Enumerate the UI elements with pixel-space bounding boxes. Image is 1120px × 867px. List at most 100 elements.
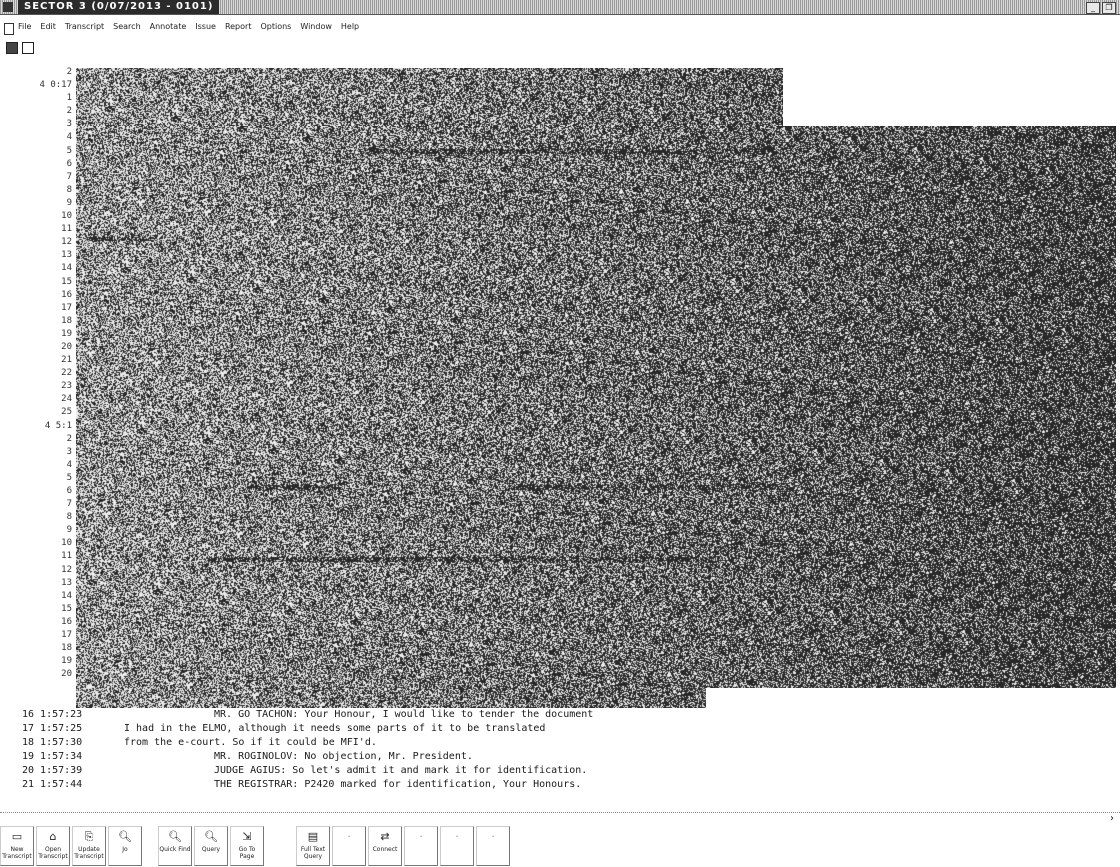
speaker: THE REGISTRAR:: [214, 779, 299, 790]
line-number: 8: [66, 512, 72, 523]
timestamp: 18 1:57:30: [22, 737, 83, 748]
transcript-line[interactable]: 21 1:57:44 THE REGISTRAR: P2420 marked fo…: [22, 778, 922, 792]
blank-3-button[interactable]: ·: [440, 826, 474, 866]
scanned-image-area: [76, 68, 1116, 708]
blank-4-icon: ·: [491, 830, 495, 843]
transcript-text[interactable]: 16 1:57:23 MR. GO TACHON: Your Honour, I …: [22, 708, 922, 792]
toolbar-label: Open Transcript: [38, 846, 68, 860]
horizontal-scrollbar[interactable]: ›: [0, 812, 1120, 827]
open-transcript-icon: ⌂: [49, 830, 57, 843]
line-number: 4: [66, 459, 72, 470]
minimize-icon[interactable]: _: [1086, 2, 1100, 14]
transcript-line[interactable]: 18 1:57:30 from the e-court. So if it cou…: [22, 736, 922, 750]
line-number: 9: [66, 525, 72, 536]
line-number: 1: [66, 93, 72, 104]
line-number: 4 0:17: [39, 80, 72, 91]
toolbar-label: Query: [201, 846, 221, 853]
scroll-right-icon[interactable]: ›: [1110, 813, 1114, 824]
timestamp: 19 1:57:34: [22, 751, 83, 762]
blank-2-button[interactable]: ·: [404, 826, 438, 866]
line-number: 2: [66, 67, 72, 77]
cascade-icon[interactable]: [22, 42, 34, 54]
menu-item-annotate[interactable]: Annotate: [149, 22, 187, 31]
line-number: 21: [61, 355, 72, 366]
line-number: 17: [61, 630, 72, 641]
menu-item-search[interactable]: Search: [113, 22, 141, 31]
full-text-query-button[interactable]: ▤ Full Text Query: [296, 826, 330, 866]
query-button[interactable]: 🔍︎ Query: [194, 826, 228, 866]
line-number: 24: [61, 394, 72, 405]
line-number: 9: [66, 197, 72, 208]
title-bar: SECTOR 3 (0/07/2013 - 0101) _ ❐: [0, 0, 1120, 15]
query-icon: 🔍︎: [204, 830, 218, 843]
tile-icon[interactable]: [6, 42, 18, 54]
menu-item-help[interactable]: Help: [340, 22, 360, 31]
transcript-text-content: I had in the ELMO, although it needs som…: [124, 723, 546, 734]
menu-item-file[interactable]: File: [18, 22, 32, 31]
line-number: 3: [66, 119, 72, 130]
line-number: 18: [61, 315, 72, 326]
toolbar-label: Go To Page: [238, 846, 256, 860]
new-transcript-button[interactable]: ▭ New Transcript: [0, 826, 34, 866]
blank-1-button[interactable]: ·: [332, 826, 366, 866]
line-number: 20: [61, 669, 72, 680]
go-to-page-button[interactable]: ⇲ Go To Page: [230, 826, 264, 866]
go-to-page-icon: ⇲: [242, 830, 252, 843]
app-icon[interactable]: [3, 2, 13, 12]
blank-4-button[interactable]: ·: [476, 826, 510, 866]
line-number: 20: [61, 341, 72, 352]
menu-item-edit[interactable]: Edit: [40, 22, 56, 31]
line-number: 3: [66, 446, 72, 457]
speaker: MR. GO TACHON:: [214, 709, 299, 720]
timestamp: 17 1:57:25: [22, 723, 83, 734]
line-number: 14: [61, 590, 72, 601]
line-number: 10: [61, 211, 72, 222]
line-number: 19: [61, 656, 72, 667]
line-number: 16: [61, 616, 72, 627]
speaker: JUDGE AGIUS:: [214, 765, 287, 776]
transcript-text-content: P2420 marked for identification, Your Ho…: [298, 779, 582, 790]
toolbar-label: Full Text Query: [300, 846, 326, 860]
menu-item-window[interactable]: Window: [300, 22, 332, 31]
line-number: 7: [66, 171, 72, 182]
line-number: 17: [61, 302, 72, 313]
line-number: 8: [66, 184, 72, 195]
line-number: 4 5:1: [44, 420, 72, 431]
line-number: 19: [61, 328, 72, 339]
quick-find-button[interactable]: 🔍︎ Quick Find: [158, 826, 192, 866]
timestamp: 21 1:57:44: [22, 779, 83, 790]
document-icon[interactable]: [4, 23, 14, 35]
menu-item-transcript[interactable]: Transcript: [64, 22, 105, 31]
line-number: 11: [61, 224, 72, 235]
transcript-text-content: from the e-court. So if it could be MFI'…: [124, 737, 377, 748]
mini-toolbar: [6, 42, 34, 54]
jo-button[interactable]: 🔍︎ Jo: [108, 826, 142, 866]
transcript-text-content: So let's admit it and mark it for identi…: [286, 765, 588, 776]
line-number: 11: [61, 551, 72, 562]
blank-1-icon: ·: [347, 830, 351, 843]
transcript-line[interactable]: 19 1:57:34 MR. ROGINOLOV: No objection, M…: [22, 750, 922, 764]
toolbar-label: Jo: [122, 846, 128, 853]
connect-button[interactable]: ⇄ Connect: [368, 826, 402, 866]
menu-item-report[interactable]: Report: [224, 22, 252, 31]
update-transcript-button[interactable]: ⎘ Update Transcript: [72, 826, 106, 866]
transcript-line[interactable]: 16 1:57:23 MR. GO TACHON: Your Honour, I …: [22, 708, 922, 722]
transcript-text-content: Your Honour, I would like to tender the …: [298, 709, 594, 720]
transcript-line[interactable]: 17 1:57:25 I had in the ELMO, although it…: [22, 722, 922, 736]
line-number: 12: [61, 564, 72, 575]
blank-2-icon: ·: [419, 830, 423, 843]
line-number: 25: [61, 407, 72, 418]
blank-3-icon: ·: [455, 830, 459, 843]
toolbar-label: Update Transcript: [74, 846, 104, 860]
menu-item-issue[interactable]: Issue: [195, 22, 216, 31]
open-transcript-button[interactable]: ⌂ Open Transcript: [36, 826, 70, 866]
line-number: 7: [66, 499, 72, 510]
menu-item-options[interactable]: Options: [260, 22, 292, 31]
transcript-line[interactable]: 20 1:57:39 JUDGE AGIUS: So let's admit it…: [22, 764, 922, 778]
timestamp: 16 1:57:23: [22, 709, 83, 720]
line-number: 22: [61, 368, 72, 379]
restore-icon[interactable]: ❐: [1102, 2, 1116, 14]
line-number: 15: [61, 603, 72, 614]
full-text-query-icon: ▤: [307, 830, 319, 843]
